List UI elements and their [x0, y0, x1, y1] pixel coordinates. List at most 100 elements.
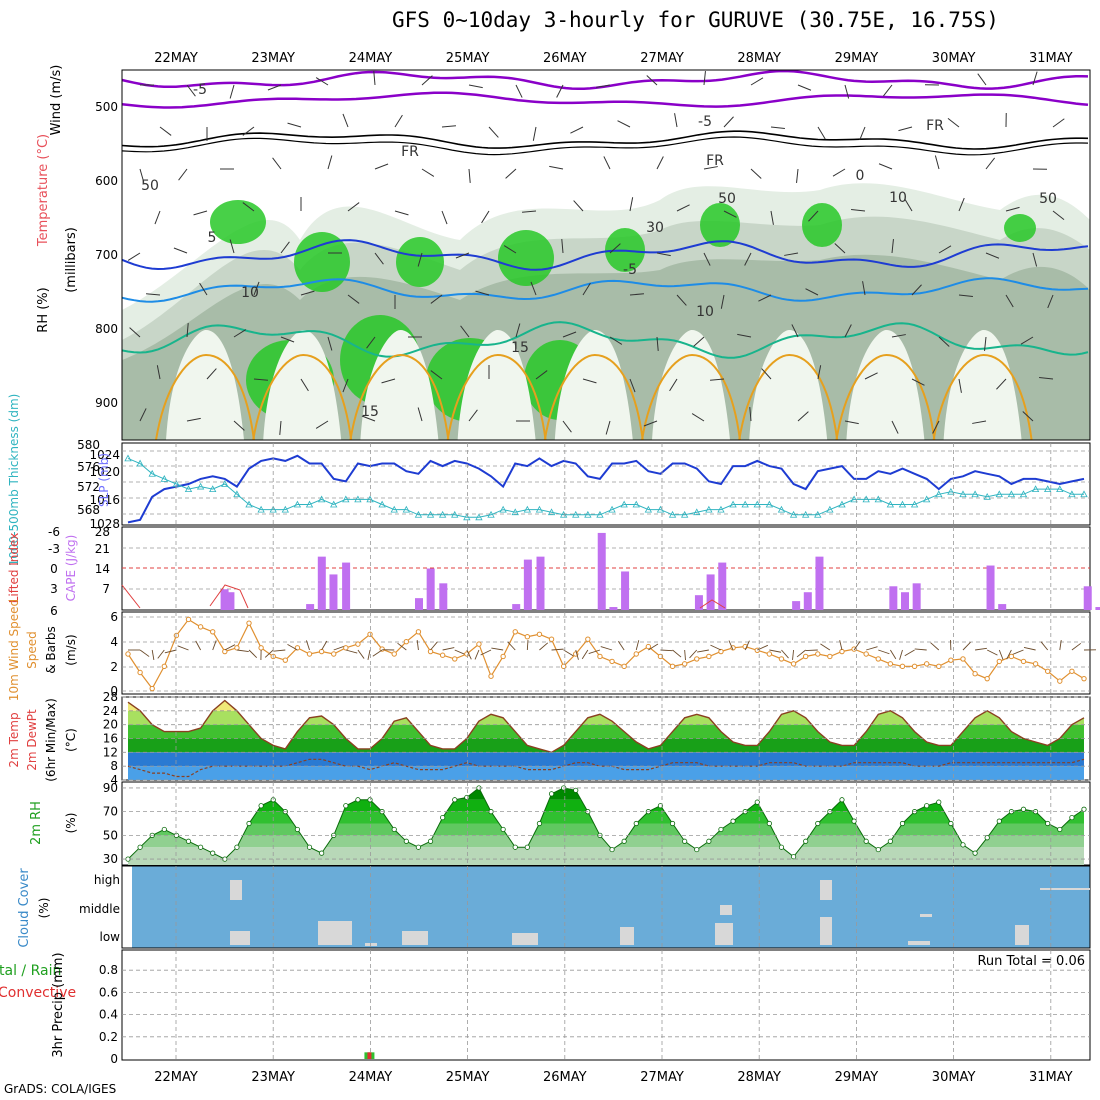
cloud-level-tick: middle	[79, 902, 120, 916]
wind10-barb	[1012, 649, 1024, 655]
rh2m-marker	[1069, 814, 1075, 821]
wind10-barb	[345, 649, 358, 654]
thickness-marker	[160, 475, 168, 482]
wind-barb	[374, 252, 384, 265]
wind-barb	[656, 336, 659, 351]
wind10-barb	[781, 649, 789, 659]
dewpoint-line	[127, 758, 1085, 778]
wind10-barb	[820, 643, 831, 651]
pressure-axis-label: (millibars)	[64, 227, 79, 293]
wind10-barb	[744, 640, 750, 651]
wind-barb	[186, 323, 189, 338]
thickness-marker	[705, 505, 713, 513]
date-label-bottom: 22MAY	[154, 1070, 198, 1085]
wind-barb	[515, 84, 523, 98]
wind10-axis-label-3: & Barbs	[44, 626, 58, 674]
cape-bar	[597, 532, 606, 610]
temp-contour-20	[349, 353, 450, 441]
wind-barb	[199, 282, 208, 296]
wind10-barb	[796, 649, 806, 658]
rh2m-marker	[512, 844, 518, 850]
precip-convective-legend: Convective	[0, 985, 76, 1001]
wind-barb	[475, 290, 490, 296]
wind10-marker	[476, 641, 482, 647]
wind10-barb	[248, 649, 258, 658]
upper-panel: -5 -5 FR FR FR 5 -5 10 10 15 15 0 30 50 50 10 50	[121, 69, 1090, 441]
cape-bar	[220, 589, 229, 610]
thickness-marker	[196, 482, 205, 490]
wind-barb	[605, 420, 611, 435]
thickness-marker	[1019, 490, 1028, 498]
wind-barb	[972, 420, 987, 424]
wind-barb	[1022, 411, 1034, 422]
wind10-barb	[474, 649, 480, 660]
contour-label: 5	[208, 230, 217, 246]
thickness-marker	[608, 505, 616, 513]
precip-panel-frame	[121, 949, 1091, 1061]
wind-barb	[417, 252, 423, 267]
wind-barb	[676, 294, 687, 306]
cloud-unit: (%)	[37, 898, 51, 919]
wind-barb	[253, 281, 260, 296]
wind-barb	[617, 120, 631, 128]
slp-tick: 1024	[89, 448, 120, 462]
rh2m-marker	[464, 794, 470, 801]
wind10-marker	[972, 671, 978, 677]
wind10-barb	[224, 644, 236, 651]
wind10-marker	[948, 657, 954, 663]
wind10-tick: 4	[110, 635, 118, 649]
wind10-marker	[681, 661, 688, 667]
warm-lobe	[846, 330, 925, 440]
wind10-marker	[609, 658, 615, 665]
thickness-marker	[281, 505, 289, 513]
wind-barb	[287, 122, 302, 128]
wind-barb	[562, 331, 577, 338]
wind-barb	[958, 294, 973, 297]
date-label-top: 28MAY	[737, 51, 781, 66]
wind-barb	[603, 156, 611, 170]
rh2m-marker	[246, 820, 252, 827]
date-label-top: 23MAY	[251, 51, 295, 66]
thickness-marker	[172, 480, 181, 487]
wind-barb	[674, 113, 678, 128]
cloud-block-middle	[720, 905, 732, 915]
wind10-barb	[195, 640, 202, 651]
warm-lobe	[360, 330, 439, 440]
thickness-marker	[632, 500, 640, 508]
temp2m-tick: 12	[103, 745, 118, 759]
cloud-block-low	[908, 941, 930, 945]
thickness-marker	[523, 505, 532, 513]
wind10-barb	[321, 640, 328, 651]
wind10-marker	[379, 646, 385, 652]
rh2m-unit: (%)	[64, 813, 78, 834]
wind-barb	[154, 210, 161, 225]
wind10-barb	[617, 641, 625, 651]
rh2m-marker	[815, 820, 821, 827]
rh2m-marker	[887, 838, 893, 844]
cape-bar	[342, 562, 351, 610]
cape-bar	[986, 565, 995, 610]
rh2m-tick: 90	[103, 781, 118, 795]
wind-barb	[749, 407, 752, 422]
wind10-barb	[710, 644, 722, 651]
wind-barb	[703, 166, 718, 170]
li-tick: -3	[48, 542, 60, 556]
rh2m-marker	[960, 842, 966, 848]
wind10-barb	[930, 642, 940, 651]
wind-barb	[938, 245, 952, 254]
wind10-barb	[287, 644, 298, 651]
wind-barb	[556, 84, 564, 98]
precip-tick: 0	[110, 1052, 118, 1066]
cape-bar	[329, 574, 338, 610]
wind10-barb	[697, 649, 709, 653]
wind-barb	[784, 252, 799, 256]
wind-barb	[761, 368, 772, 380]
rh2m-marker	[899, 820, 906, 827]
cape-tick: 14	[95, 562, 110, 576]
wind10-marker	[669, 663, 676, 670]
precip-total-legend: tal / Rain	[0, 963, 61, 979]
thickness-marker	[342, 495, 350, 503]
wind10-barb	[454, 649, 466, 655]
rh2m-marker	[234, 844, 240, 850]
date-label-bottom: 23MAY	[251, 1070, 295, 1085]
